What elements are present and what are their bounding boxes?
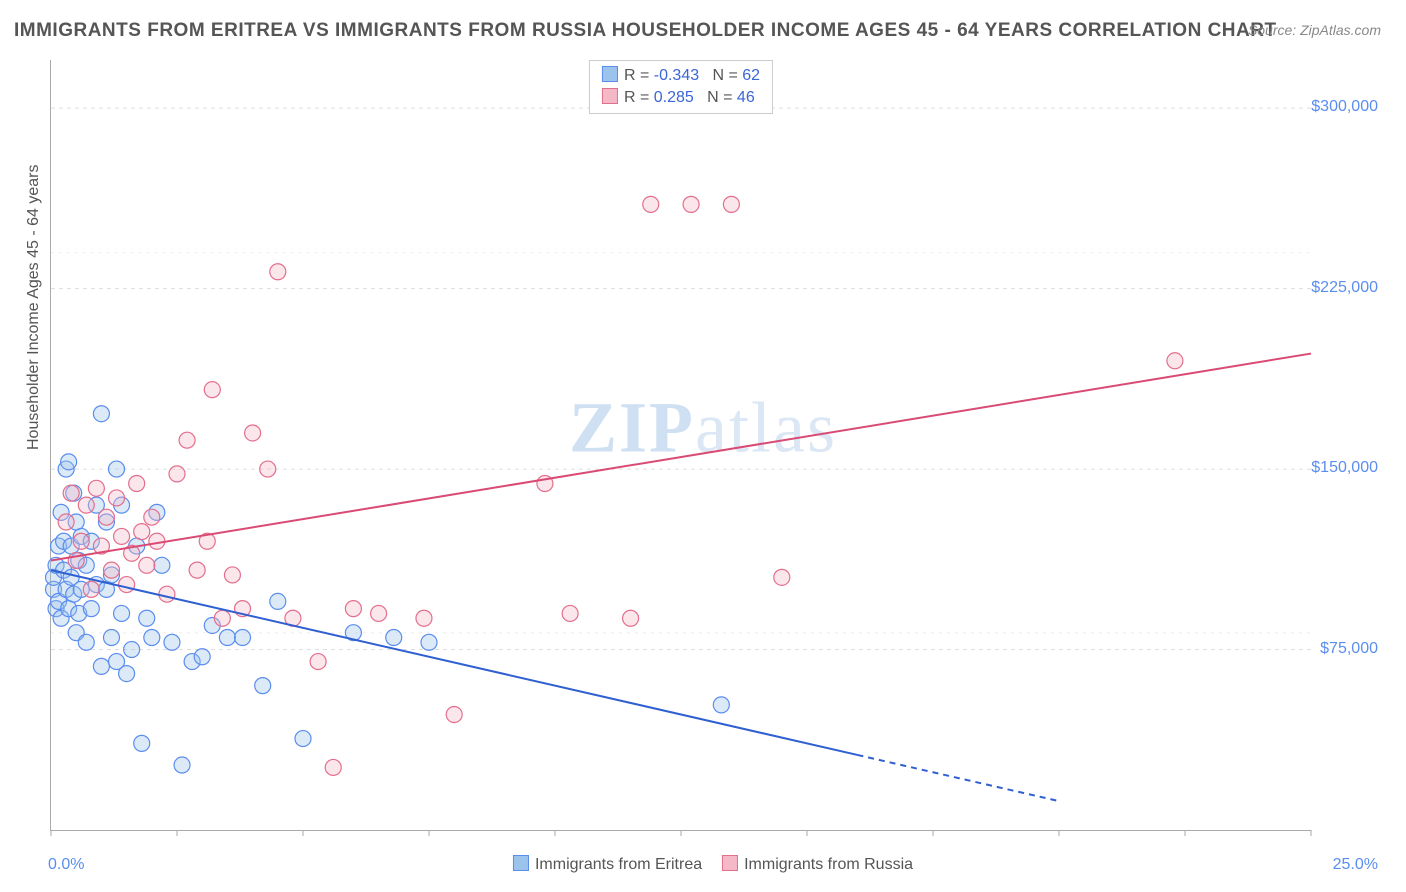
data-point-russia <box>119 577 135 593</box>
data-point-russia <box>683 196 699 212</box>
data-point-eritrea <box>93 406 109 422</box>
data-point-russia <box>63 485 79 501</box>
x-tick-max: 25.0% <box>1333 856 1378 874</box>
data-point-russia <box>144 509 160 525</box>
data-point-eritrea <box>83 601 99 617</box>
data-point-russia <box>58 514 74 530</box>
data-point-russia <box>88 480 104 496</box>
data-point-eritrea <box>174 757 190 773</box>
source-label: Source: ZipAtlas.com <box>1248 22 1381 38</box>
chart-title: IMMIGRANTS FROM ERITREA VS IMMIGRANTS FR… <box>14 20 1277 42</box>
data-point-russia <box>260 461 276 477</box>
y-axis-label: Householder Income Ages 45 - 64 years <box>25 165 43 451</box>
data-point-russia <box>446 707 462 723</box>
data-point-eritrea <box>164 634 180 650</box>
data-point-eritrea <box>124 642 140 658</box>
data-point-eritrea <box>134 735 150 751</box>
data-point-russia <box>204 382 220 398</box>
data-point-russia <box>270 264 286 280</box>
data-point-russia <box>169 466 185 482</box>
data-point-eritrea <box>78 634 94 650</box>
data-point-russia <box>189 562 205 578</box>
data-point-russia <box>245 425 261 441</box>
data-point-russia <box>214 610 230 626</box>
data-point-eritrea <box>421 634 437 650</box>
data-point-eritrea <box>139 610 155 626</box>
data-point-russia <box>723 196 739 212</box>
data-point-eritrea <box>154 557 170 573</box>
x-tick-min: 0.0% <box>48 856 84 874</box>
data-point-russia <box>643 196 659 212</box>
data-point-eritrea <box>270 593 286 609</box>
data-point-russia <box>109 490 125 506</box>
data-point-eritrea <box>61 454 77 470</box>
data-point-russia <box>371 605 387 621</box>
data-point-eritrea <box>386 630 402 646</box>
data-point-russia <box>179 432 195 448</box>
data-point-russia <box>345 601 361 617</box>
data-point-eritrea <box>93 658 109 674</box>
data-point-russia <box>129 476 145 492</box>
data-point-eritrea <box>235 630 251 646</box>
y-tick-label: $150,000 <box>1311 459 1378 477</box>
data-point-russia <box>325 759 341 775</box>
data-point-russia <box>114 528 130 544</box>
data-point-eritrea <box>713 697 729 713</box>
data-point-eritrea <box>103 630 119 646</box>
data-point-eritrea <box>255 678 271 694</box>
data-point-russia <box>623 610 639 626</box>
plot-area: R = -0.343 N = 62R = 0.285 N = 46 <box>50 60 1311 831</box>
data-point-eritrea <box>114 605 130 621</box>
data-point-russia <box>310 654 326 670</box>
data-point-russia <box>1167 353 1183 369</box>
data-point-eritrea <box>295 731 311 747</box>
data-point-eritrea <box>219 630 235 646</box>
data-point-eritrea <box>144 630 160 646</box>
y-tick-label: $300,000 <box>1311 98 1378 116</box>
data-point-russia <box>416 610 432 626</box>
data-point-russia <box>139 557 155 573</box>
data-point-russia <box>562 605 578 621</box>
data-point-russia <box>134 524 150 540</box>
data-point-russia <box>774 569 790 585</box>
data-point-russia <box>73 533 89 549</box>
data-point-russia <box>159 586 175 602</box>
data-point-eritrea <box>194 649 210 665</box>
data-point-russia <box>103 562 119 578</box>
data-point-russia <box>98 509 114 525</box>
stats-legend-box: R = -0.343 N = 62R = 0.285 N = 46 <box>589 60 773 114</box>
scatter-svg <box>51 60 1311 830</box>
data-point-russia <box>83 581 99 597</box>
y-tick-label: $75,000 <box>1320 640 1378 658</box>
data-point-russia <box>224 567 240 583</box>
data-point-eritrea <box>109 461 125 477</box>
data-point-eritrea <box>119 666 135 682</box>
series-legend: Immigrants from EritreaImmigrants from R… <box>493 855 913 874</box>
data-point-russia <box>78 497 94 513</box>
y-tick-label: $225,000 <box>1311 279 1378 297</box>
